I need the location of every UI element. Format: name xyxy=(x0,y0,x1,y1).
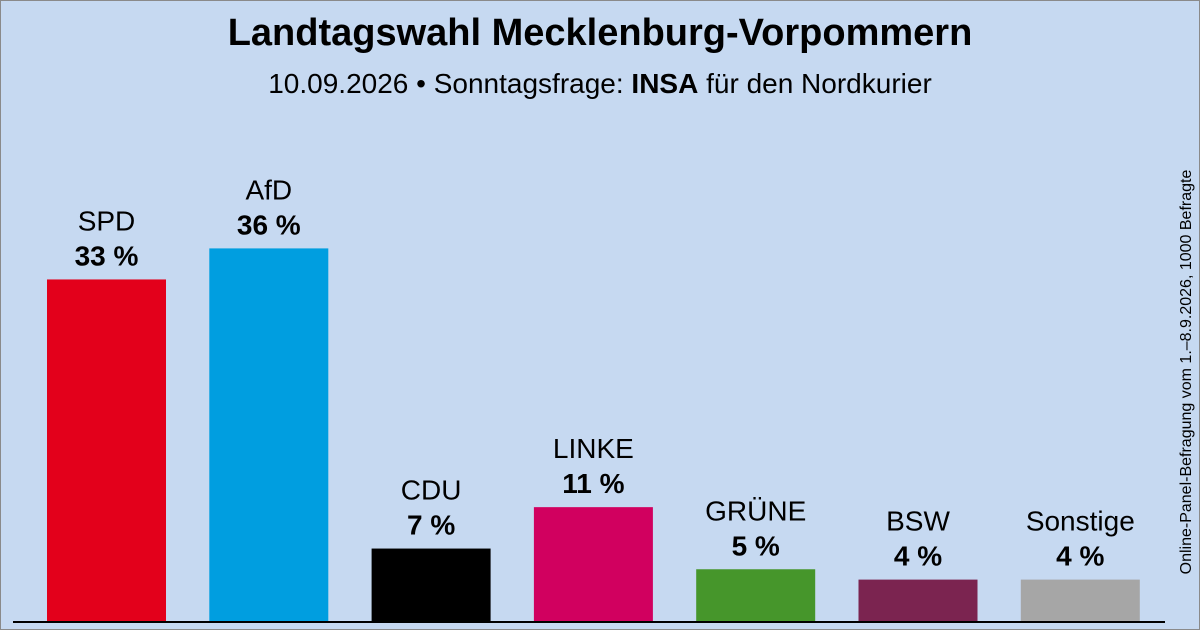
bar-afd xyxy=(209,248,329,621)
bar-label-linke: LINKE xyxy=(553,433,634,464)
bar-value-sonstige: 4 % xyxy=(1056,541,1104,572)
bar-value-cdu: 7 % xyxy=(407,510,455,541)
bar-cdu xyxy=(371,548,491,621)
bar-bsw xyxy=(858,579,978,621)
bar-value-afd: 36 % xyxy=(237,209,301,240)
bar-linke xyxy=(533,507,653,621)
bar-label-bsw: BSW xyxy=(886,506,950,537)
bar-value-linke: 11 % xyxy=(562,468,624,499)
bar-value-bsw: 4 % xyxy=(894,541,942,572)
bar-label-gr-ne: GRÜNE xyxy=(705,495,806,526)
bar-label-cdu: CDU xyxy=(401,475,462,506)
bar-label-afd: AfD xyxy=(245,174,292,205)
bar-sonstige xyxy=(1020,579,1140,621)
bar-value-spd: 33 % xyxy=(75,240,139,271)
subtitle-date-prefix: 10.09.2026 • Sonntagsfrage: xyxy=(268,68,632,99)
subtitle-suffix: für den Nordkurier xyxy=(698,68,932,99)
source-note: Online-Panel-Befragung vom 1.–8.9.2026, … xyxy=(1178,169,1195,575)
chart-subtitle: 10.09.2026 • Sonntagsfrage: INSA für den… xyxy=(0,68,1200,100)
bar-label-sonstige: Sonstige xyxy=(1026,506,1135,537)
bar-value-gr-ne: 5 % xyxy=(732,530,780,561)
bar-gr-ne xyxy=(696,569,816,621)
bar-spd xyxy=(47,279,166,621)
subtitle-institute: INSA xyxy=(631,68,699,99)
bar-label-spd: SPD xyxy=(78,205,136,236)
chart-title: Landtagswahl Mecklenburg-Vorpommern xyxy=(227,12,973,54)
